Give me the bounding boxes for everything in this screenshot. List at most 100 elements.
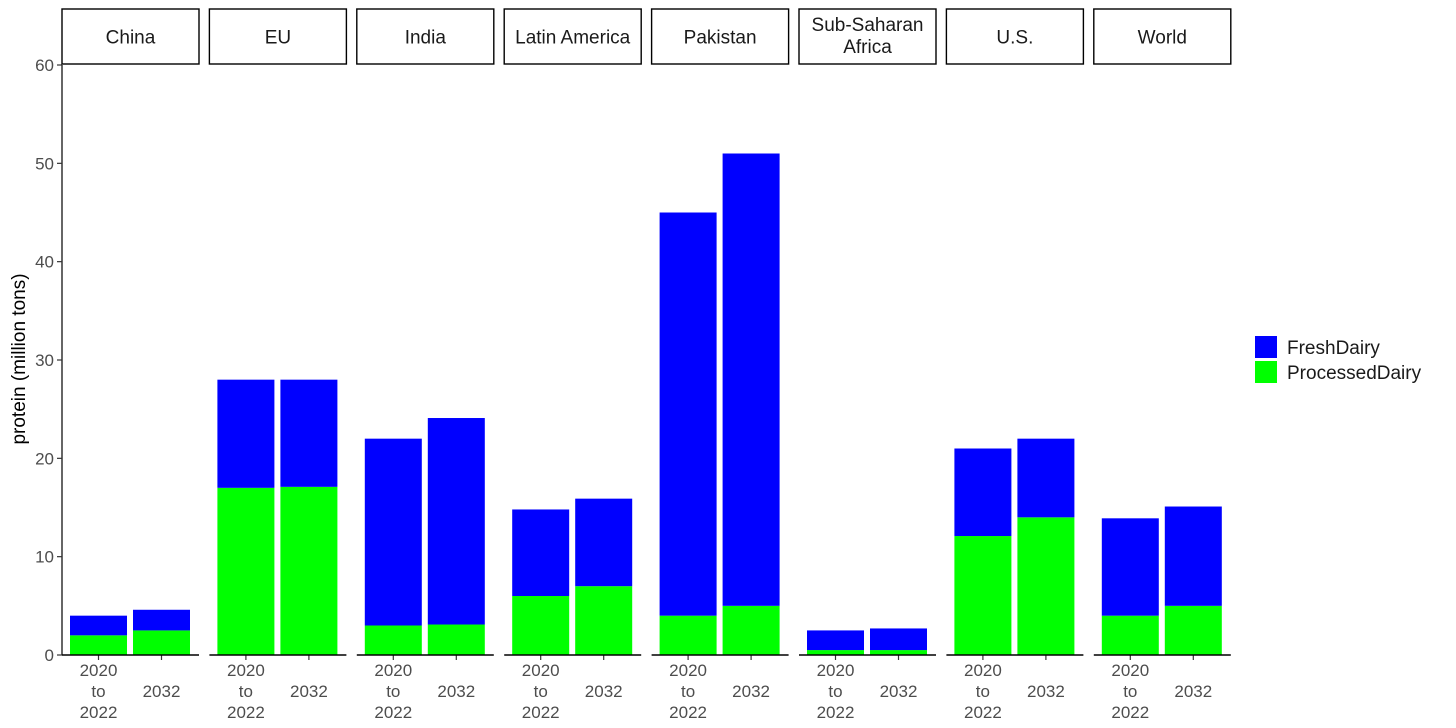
x-tick-label: 2022 [817,703,855,722]
x-tick-label: 2032 [880,682,918,701]
facet-strip [503,8,642,65]
facet-strip-label: EU [265,28,291,49]
x-tick-label: 2022 [80,703,118,722]
bar-segment-processeddairy [364,625,422,655]
bar-segment-freshdairy [1101,518,1159,616]
x-tick-label: 2022 [227,703,265,722]
legend-swatch [1255,361,1277,383]
legend: FreshDairy ProcessedDairy [1255,336,1422,384]
x-tick-label: 2022 [964,703,1002,722]
y-tick-label: 50 [35,154,54,173]
x-tick-label: 2032 [1027,682,1065,701]
bar-segment-freshdairy [70,615,127,636]
facet-panel: Pakistan 2020 to 2022 2032 [650,8,790,722]
bar-segment-freshdairy [427,418,485,625]
bar-segment-freshdairy [870,628,927,651]
x-tick-label: 2032 [1174,682,1212,701]
x-tick-label: to [828,682,842,701]
facet-strip-label: China [106,28,156,49]
facet-panel: U.S. 2020 to 2022 2032 [945,8,1085,722]
facet-panel: China 2020 to 2022 2032 [61,8,200,722]
bar-segment-processeddairy [1101,615,1159,655]
legend-label: FreshDairy [1287,338,1380,359]
y-tick-label: 0 [45,646,54,665]
x-tick-label: to [1123,682,1137,701]
bar-segment-processeddairy [807,650,864,655]
bar-segment-freshdairy [659,212,717,616]
x-tick-label: to [681,682,695,701]
y-axis-label: protein (million tons) [9,273,30,444]
facet-strip-label: World [1138,28,1187,49]
x-tick-label: 2020 [817,661,855,680]
y-tick-label: 60 [35,56,54,75]
bar-segment-processeddairy [427,624,485,655]
bar-segment-freshdairy [1164,506,1222,606]
x-tick-label: 2022 [1111,703,1149,722]
bar-segment-processeddairy [954,536,1012,655]
x-tick-label: to [91,682,105,701]
bar-segment-freshdairy [954,448,1012,537]
facet-strip [650,8,790,65]
x-tick-label: 2020 [1111,661,1149,680]
legend-swatch [1255,336,1277,358]
x-tick-label: 2022 [522,703,560,722]
bar-segment-freshdairy [807,630,864,651]
x-tick-label: to [386,682,400,701]
bar-segment-processeddairy [659,615,717,655]
x-tick-label: 2022 [669,703,707,722]
facet-strip-label: India [405,28,447,49]
bar-segment-processeddairy [217,487,275,655]
x-tick-label: 2032 [143,682,181,701]
bar-segment-processeddairy [512,596,570,655]
facet-strip-label: Pakistan [684,28,757,49]
x-tick-label: 2032 [585,682,623,701]
x-tick-label: 2032 [437,682,475,701]
bar-segment-processeddairy [1017,517,1075,655]
bar-segment-freshdairy [364,438,422,626]
x-tick-label: to [534,682,548,701]
bar-segment-processeddairy [870,650,927,655]
bar-segment-processeddairy [575,586,633,655]
y-tick-label: 10 [35,548,54,567]
bar-segment-freshdairy [1017,438,1075,518]
facet-panels: China 2020 to 2022 2032 EU 2020 to 2022 2032 India… [61,8,1232,722]
facet-strip [798,8,937,65]
facet-panel: World 2020 to 2022 2032 [1093,8,1232,722]
facet-strip [61,8,200,65]
y-tick-label: 20 [35,449,54,468]
bar-segment-processeddairy [722,605,780,655]
bar-segment-freshdairy [512,509,570,596]
x-tick-label: 2020 [964,661,1002,680]
x-tick-label: 2032 [732,682,770,701]
bar-segment-processeddairy [70,635,127,655]
y-tick-label: 40 [35,253,54,272]
facet-panel: India 2020 to 2022 2032 [356,8,495,722]
bar-segment-freshdairy [722,153,780,606]
x-tick-label: 2020 [669,661,707,680]
x-tick-label: to [976,682,990,701]
x-tick-label: to [239,682,253,701]
facet-strip [945,8,1085,65]
x-tick-label: 2022 [374,703,412,722]
facet-panel: Latin America 2020 to 2022 2032 [503,8,642,722]
x-tick-label: 2020 [522,661,560,680]
x-tick-label: 2032 [290,682,328,701]
facet-strip-label: Latin America [515,28,631,49]
x-tick-label: 2020 [227,661,265,680]
bar-segment-processeddairy [133,630,190,655]
facet-strip [356,8,495,65]
bar-segment-processeddairy [1164,605,1222,655]
facet-panel: EU 2020 to 2022 2032 [208,8,348,722]
legend-label: ProcessedDairy [1287,363,1422,384]
y-axis: 0 10 20 30 40 50 60 [35,56,63,665]
facet-strip [1093,8,1232,65]
bar-segment-freshdairy [280,379,338,487]
bar-segment-freshdairy [575,498,633,587]
bar-segment-processeddairy [280,486,338,655]
bar-segment-freshdairy [133,609,190,631]
y-tick-label: 30 [35,351,54,370]
facet-strip-label: Sub-Saharan [812,15,924,36]
facet-strip-label: U.S. [996,28,1033,49]
